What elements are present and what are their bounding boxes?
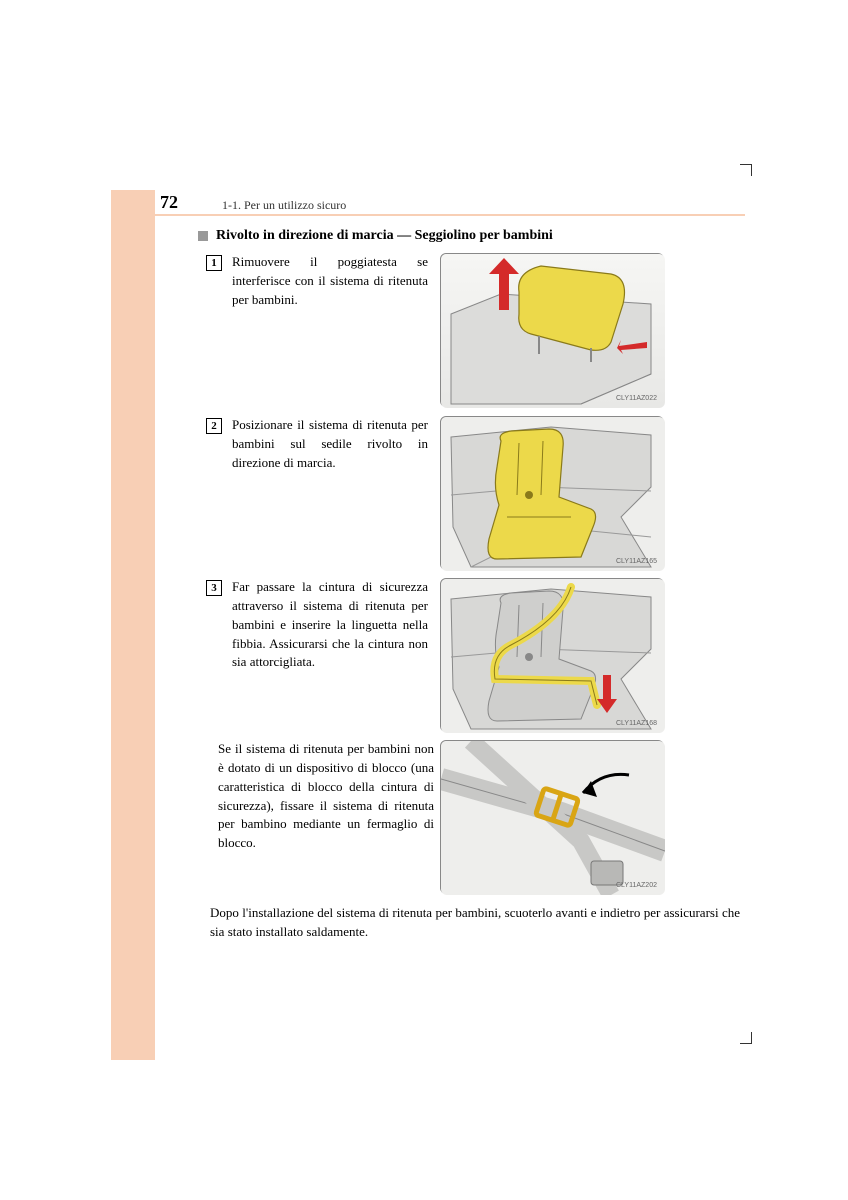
header-rule xyxy=(155,214,745,216)
side-accent-bar xyxy=(111,190,155,1060)
closing-paragraph: Dopo l'installazione del sistema di rite… xyxy=(210,904,740,942)
figure-locking-clip: CLY11AZ202 xyxy=(440,740,664,894)
step-text-1: Rimuovere il poggiatesta se interferisce… xyxy=(232,253,428,310)
headrest-illustration xyxy=(441,254,665,408)
step-number-1: 1 xyxy=(206,255,222,271)
note-text: Se il sistema di ritenuta per bambini no… xyxy=(218,740,434,853)
figure-code-3: CLY11AZ168 xyxy=(616,720,657,727)
step-text-3: Far passare la cintura di sicurezza attr… xyxy=(232,578,428,672)
childseat-illustration xyxy=(441,417,665,571)
section-path: 1-1. Per un utilizzo sicuro xyxy=(222,198,346,213)
figure-code-2: CLY11AZ165 xyxy=(616,558,657,565)
belt-illustration xyxy=(441,579,665,733)
subtitle-text: Rivolto in direzione di marcia — Seggiol… xyxy=(216,228,553,244)
step-text-2: Posizionare il sistema di ritenuta per b… xyxy=(232,416,428,473)
subtitle-bullet-icon xyxy=(198,231,208,241)
step-number-3: 3 xyxy=(206,580,222,596)
crop-mark-bottom-right xyxy=(740,1032,752,1044)
figure-headrest-removal: CLY11AZ022 xyxy=(440,253,664,407)
figure-code-4: CLY11AZ202 xyxy=(616,882,657,889)
crop-mark-top-right xyxy=(740,164,752,176)
page-number: 72 xyxy=(160,192,178,213)
clip-illustration xyxy=(441,741,665,895)
subtitle-row: Rivolto in direzione di marcia — Seggiol… xyxy=(198,228,553,244)
figure-child-seat-placed: CLY11AZ165 xyxy=(440,416,664,570)
figure-belt-routing: CLY11AZ168 xyxy=(440,578,664,732)
figure-code-1: CLY11AZ022 xyxy=(616,395,657,402)
step-number-2: 2 xyxy=(206,418,222,434)
